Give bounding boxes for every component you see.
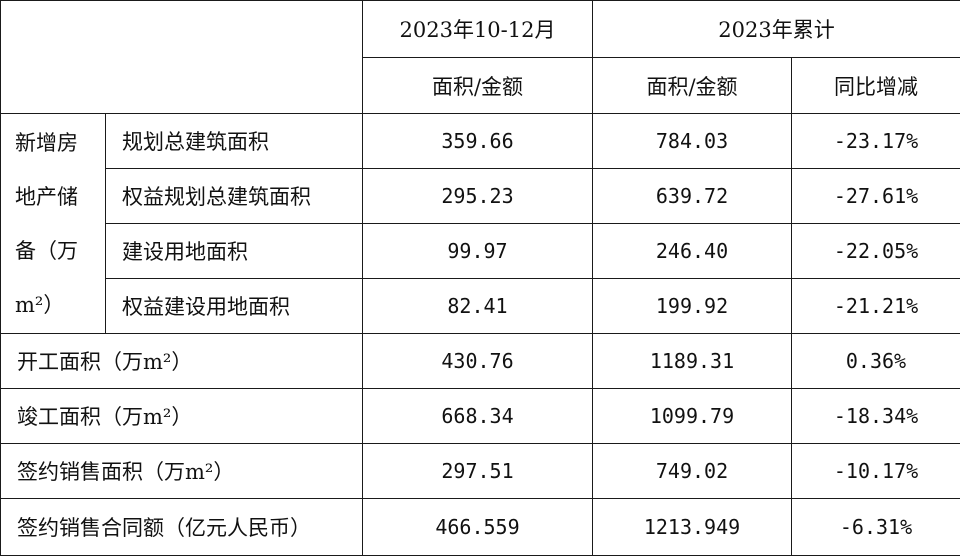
yoy-value: -21.21% [790,278,960,334]
table-row: 开工面积（万m²） 430.76 1189.31 0.36% [0,333,960,389]
q4-value: 82.41 [362,278,593,334]
area-amount-cumulative-header: 面积/金额 [592,57,792,114]
period-cumulative-header: 2023年累计 [591,0,960,58]
table-row: 权益建设用地面积 82.41 199.92 -21.21% [1,278,960,334]
period-q4-header: 2023年10-12月 [362,0,593,58]
q4-value: 297.51 [362,443,593,499]
q4-value: 430.76 [362,333,593,389]
yoy-value: -6.31% [790,498,960,556]
row-label: 权益建设用地面积 [105,278,363,334]
table-row: 权益规划总建筑面积 295.23 639.72 -27.61% [1,168,960,224]
row-label: 规划总建筑面积 [105,113,363,169]
group-label-line: 新增房 [15,130,78,155]
q4-value: 466.559 [362,498,593,556]
q4-value: 668.34 [362,388,593,444]
row-label: 签约销售合同额（亿元人民币） [0,498,363,556]
table-row: 新增房 地产储 备（万 m²） 规划总建筑面积 359.66 784.03 -2… [0,113,960,334]
area-amount-q4-header: 面积/金额 [362,57,593,114]
yoy-value: -23.17% [790,113,960,169]
cumulative-value: 784.03 [592,113,792,169]
yoy-change-header: 同比增减 [790,57,960,114]
row-label: 竣工面积（万m²） [0,388,363,444]
cumulative-value: 1213.949 [592,498,792,556]
table-row: 竣工面积（万m²） 668.34 1099.79 -18.34% [0,388,960,444]
cumulative-value: 749.02 [592,443,792,499]
header-row-1: 2023年10-12月 2023年累计 [0,0,960,114]
q4-value: 99.97 [362,223,593,279]
cumulative-value: 246.40 [592,223,792,279]
cumulative-value: 639.72 [592,168,792,224]
group-label-line: 备（万 [15,238,78,263]
row-label: 建设用地面积 [105,223,363,279]
yoy-value: -22.05% [790,223,960,279]
group-label-line: m²） [15,292,65,317]
cumulative-value: 1189.31 [592,333,792,389]
header-blank-cell [0,0,363,114]
yoy-value: -27.61% [790,168,960,224]
group-label-line: 地产储 [15,184,78,209]
yoy-value: -10.17% [790,443,960,499]
yoy-value: 0.36% [790,333,960,389]
land-reserve-group-label: 新增房 地产储 备（万 m²） [0,113,106,334]
row-label: 签约销售面积（万m²） [0,443,363,499]
yoy-value: -18.34% [790,388,960,444]
cumulative-value: 199.92 [592,278,792,334]
table-row: 签约销售面积（万m²） 297.51 749.02 -10.17% [0,443,960,499]
cumulative-value: 1099.79 [592,388,792,444]
table-row: 建设用地面积 99.97 246.40 -22.05% [1,223,960,279]
q4-value: 359.66 [362,113,593,169]
table-row: 签约销售合同额（亿元人民币） 466.559 1213.949 -6.31% [0,498,960,556]
header-row-2: 面积/金额 面积/金额 同比增减 [1,57,960,114]
q4-value: 295.23 [362,168,593,224]
row-label: 开工面积（万m²） [0,333,363,389]
row-label: 权益规划总建筑面积 [105,168,363,224]
